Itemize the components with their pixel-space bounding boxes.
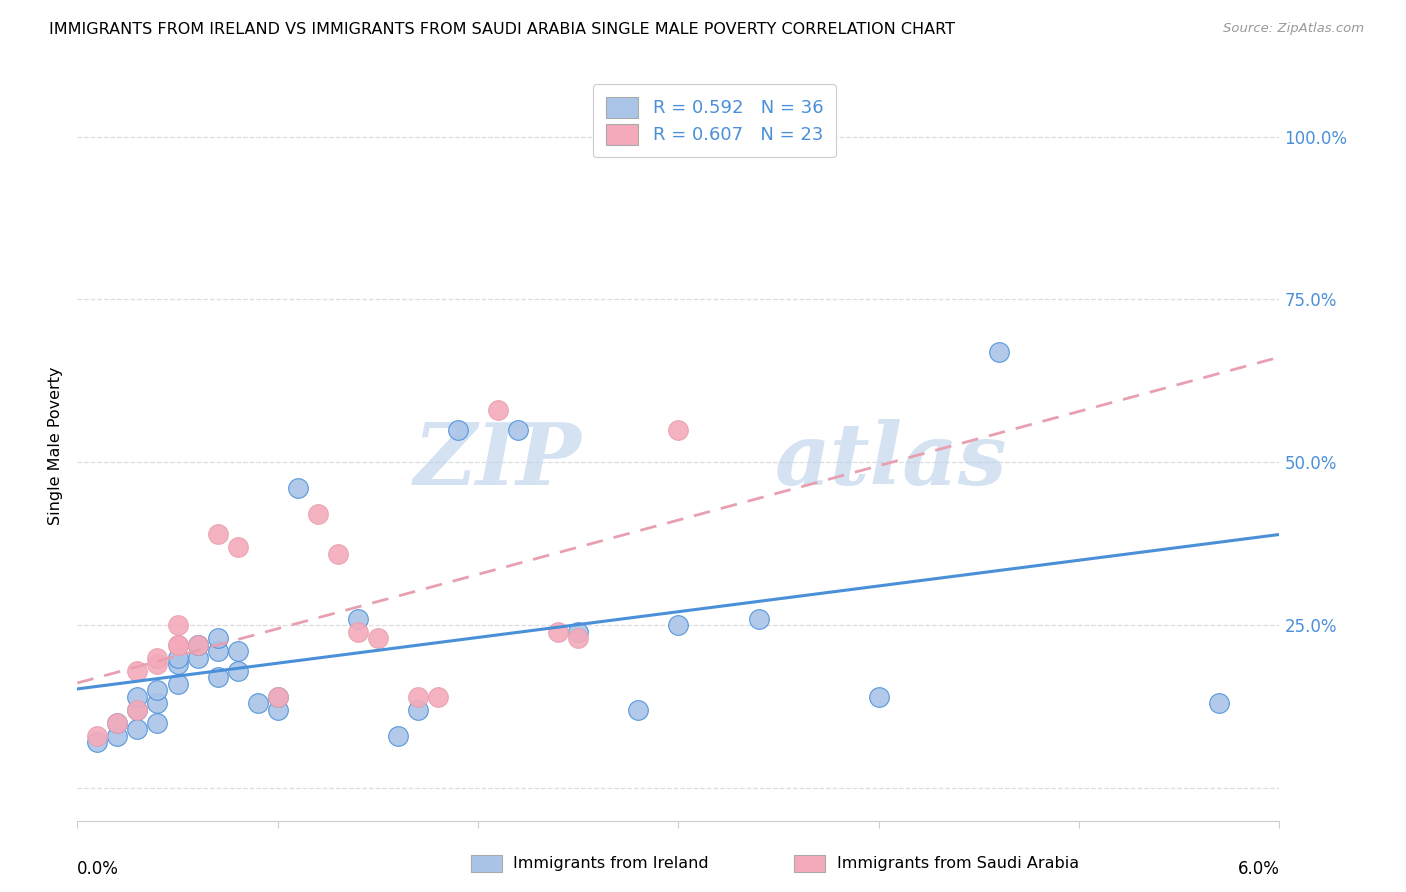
Point bbox=[307, 508, 329, 522]
Point bbox=[748, 612, 770, 626]
Text: ZIP: ZIP bbox=[415, 419, 582, 503]
Point bbox=[107, 715, 129, 730]
Point bbox=[226, 540, 249, 554]
Point bbox=[146, 650, 169, 665]
Point bbox=[567, 624, 589, 639]
Point bbox=[226, 644, 249, 658]
Text: IMMIGRANTS FROM IRELAND VS IMMIGRANTS FROM SAUDI ARABIA SINGLE MALE POVERTY CORR: IMMIGRANTS FROM IRELAND VS IMMIGRANTS FR… bbox=[49, 22, 955, 37]
Point bbox=[166, 657, 188, 672]
Point bbox=[146, 657, 169, 672]
Point bbox=[166, 638, 188, 652]
Point bbox=[86, 735, 108, 749]
Point bbox=[267, 703, 290, 717]
Point bbox=[127, 690, 149, 704]
Point bbox=[186, 650, 209, 665]
Text: 6.0%: 6.0% bbox=[1237, 860, 1279, 878]
Text: Immigrants from Ireland: Immigrants from Ireland bbox=[513, 856, 709, 871]
Point bbox=[186, 638, 209, 652]
Point bbox=[387, 729, 409, 743]
Point bbox=[127, 664, 149, 678]
Text: 0.0%: 0.0% bbox=[77, 860, 120, 878]
Point bbox=[347, 612, 370, 626]
Point bbox=[406, 690, 429, 704]
Text: Source: ZipAtlas.com: Source: ZipAtlas.com bbox=[1223, 22, 1364, 36]
Point bbox=[166, 638, 188, 652]
Point bbox=[166, 618, 188, 632]
Point bbox=[186, 638, 209, 652]
Point bbox=[1208, 697, 1230, 711]
Legend: R = 0.592   N = 36, R = 0.607   N = 23: R = 0.592 N = 36, R = 0.607 N = 23 bbox=[593, 84, 837, 158]
Point bbox=[107, 715, 129, 730]
Point bbox=[486, 403, 509, 417]
Y-axis label: Single Male Poverty: Single Male Poverty bbox=[48, 367, 63, 525]
Point bbox=[326, 547, 349, 561]
Point bbox=[406, 703, 429, 717]
Point bbox=[127, 723, 149, 737]
Point bbox=[988, 344, 1011, 359]
Point bbox=[367, 631, 389, 645]
Point bbox=[207, 670, 229, 684]
Point bbox=[668, 618, 690, 632]
Point bbox=[146, 697, 169, 711]
Point bbox=[508, 423, 530, 437]
Point bbox=[127, 703, 149, 717]
Point bbox=[668, 423, 690, 437]
Text: Immigrants from Saudi Arabia: Immigrants from Saudi Arabia bbox=[837, 856, 1078, 871]
Point bbox=[547, 624, 569, 639]
Point bbox=[166, 677, 188, 691]
Text: atlas: atlas bbox=[775, 419, 1007, 503]
Point bbox=[107, 729, 129, 743]
Point bbox=[267, 690, 290, 704]
Point bbox=[207, 644, 229, 658]
Point bbox=[186, 638, 209, 652]
Point bbox=[207, 631, 229, 645]
Point bbox=[627, 703, 650, 717]
Point bbox=[86, 729, 108, 743]
Point bbox=[287, 481, 309, 495]
Point bbox=[447, 423, 470, 437]
Point bbox=[427, 690, 450, 704]
Point bbox=[127, 703, 149, 717]
Point bbox=[868, 690, 890, 704]
Point bbox=[226, 664, 249, 678]
Point bbox=[166, 650, 188, 665]
Point bbox=[347, 624, 370, 639]
Point bbox=[567, 631, 589, 645]
Point bbox=[246, 697, 269, 711]
Point bbox=[146, 715, 169, 730]
Point bbox=[267, 690, 290, 704]
Point bbox=[146, 683, 169, 698]
Point bbox=[207, 527, 229, 541]
